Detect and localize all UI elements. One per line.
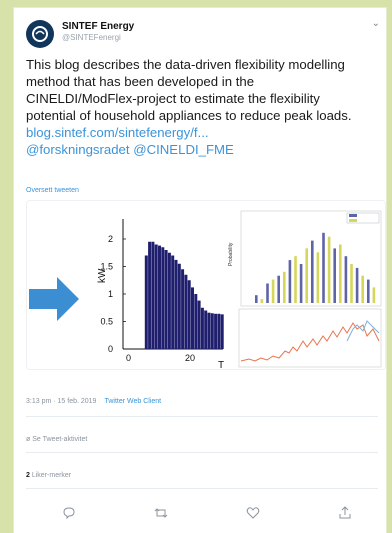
- avatar[interactable]: [26, 20, 54, 48]
- divider: [26, 488, 378, 489]
- bar: [181, 269, 185, 349]
- tweet-text-line: This blog describes the data-driven flex…: [26, 57, 345, 72]
- divider: [26, 452, 378, 453]
- x-tick-20: 20: [185, 353, 195, 363]
- y-tick-label: 1: [108, 289, 113, 299]
- bar: [210, 313, 214, 349]
- hist-bar: [333, 248, 336, 303]
- bar: [217, 313, 221, 349]
- bar: [204, 310, 208, 349]
- divider: [26, 416, 378, 417]
- caret-icon[interactable]: ⌄: [371, 18, 380, 29]
- bar: [184, 274, 188, 349]
- tweet-activity-link[interactable]: ø Se Tweet-aktivitet: [26, 436, 88, 443]
- arrow-icon: [29, 277, 79, 321]
- bar: [191, 287, 194, 349]
- bar: [174, 259, 178, 349]
- hist-bar: [367, 279, 370, 303]
- hist-bar: [271, 279, 275, 303]
- bar: [164, 250, 168, 349]
- hist-bar: [355, 267, 359, 303]
- series-blue: [346, 320, 380, 342]
- bar: [187, 280, 191, 349]
- tweet-link[interactable]: blog.sintef.com/sintefenergy/f...: [26, 125, 209, 140]
- hist-bar: [283, 271, 286, 303]
- bar: [194, 294, 198, 349]
- bar: [154, 244, 158, 349]
- hist-bar: [288, 260, 292, 303]
- likes-label: Liker-merker: [31, 472, 72, 479]
- likes-count: 2: [26, 472, 30, 479]
- hist-bar: [327, 236, 331, 303]
- legend-box: [346, 212, 380, 224]
- tweet-text-line: CINELDI/ModFlex-project to estimate the …: [26, 91, 320, 106]
- media-image: kW 0 0.5 1 1.5 2 0 20 T Probability: [29, 210, 382, 369]
- like-icon[interactable]: [244, 504, 262, 522]
- hist-bar: [255, 295, 258, 303]
- timestamp[interactable]: 3:13 pm · 15 feb. 2019: [26, 398, 97, 405]
- hist-bar: [299, 264, 303, 303]
- bar: [144, 255, 148, 349]
- x-axis-letter: T: [218, 360, 224, 369]
- hist-bar: [339, 244, 342, 303]
- bar: [161, 247, 165, 349]
- bar: [220, 314, 224, 349]
- hist-bar: [344, 256, 348, 303]
- tweet-text: This blog describes the data-driven flex…: [26, 56, 382, 158]
- tweet-media[interactable]: kW 0 0.5 1 1.5 2 0 20 T Probability: [26, 200, 386, 370]
- y-tick-label: 0: [108, 344, 113, 354]
- hist-bar: [277, 275, 280, 303]
- reply-icon[interactable]: [60, 504, 78, 522]
- bar: [158, 245, 161, 349]
- author-handle[interactable]: @SINTEFenergi: [62, 33, 121, 42]
- author-name[interactable]: SINTEF Energy: [62, 21, 135, 32]
- bar: [200, 307, 204, 349]
- translate-link[interactable]: Oversett tweeten: [26, 187, 79, 194]
- action-bar: [14, 498, 386, 528]
- hist-bar: [305, 248, 308, 303]
- ylabel: Probability: [228, 242, 234, 266]
- bar: [197, 300, 201, 349]
- plot-frame: [238, 308, 382, 368]
- tweet-source[interactable]: Twitter Web Client: [104, 398, 162, 405]
- legend-swatch-2: [349, 219, 357, 222]
- hist-bar: [294, 256, 297, 303]
- hist-bar: [316, 252, 320, 303]
- left-chart: kW 0 0.5 1 1.5 2 0 20 T: [97, 219, 224, 369]
- tweet-mentions[interactable]: @forskningsradet @CINELDI_FME: [26, 142, 234, 157]
- legend-swatch-1: [349, 214, 357, 217]
- y-tick-label: 1.5: [100, 262, 113, 272]
- bottom-right-chart: [238, 308, 382, 368]
- bar: [167, 252, 171, 349]
- tweet-text-line: method that has been developed in the: [26, 74, 255, 89]
- bar: [148, 241, 152, 349]
- hist-bar: [260, 299, 264, 303]
- bar: [151, 241, 155, 349]
- y-tick-label: 0.5: [100, 317, 113, 327]
- hist-bar: [361, 275, 364, 303]
- ylabel: kW: [97, 268, 108, 283]
- sintef-logo-icon: [32, 26, 48, 42]
- y-tick-label: 2: [108, 234, 113, 244]
- top-right-chart: Probability: [228, 210, 382, 307]
- hist-bar: [350, 264, 353, 303]
- hist-bar: [311, 240, 314, 303]
- bar: [214, 313, 218, 349]
- bar: [207, 312, 211, 349]
- x-tick-0: 0: [126, 353, 131, 363]
- retweet-icon[interactable]: [152, 504, 170, 522]
- tweet-card: SINTEF Energy @SINTEFenergi ⌄ This blog …: [14, 8, 386, 533]
- hist-bar: [372, 287, 376, 303]
- share-icon[interactable]: [336, 504, 354, 522]
- tweet-meta: 3:13 pm · 15 feb. 2019 Twitter Web Client: [26, 398, 161, 405]
- likes-row[interactable]: 2 Liker-merker: [26, 472, 71, 479]
- bar: [171, 255, 175, 349]
- hist-bar: [322, 232, 325, 303]
- hist-bar: [266, 283, 269, 303]
- bar: [177, 263, 181, 349]
- tweet-text-line: potential of household appliances to red…: [26, 108, 352, 123]
